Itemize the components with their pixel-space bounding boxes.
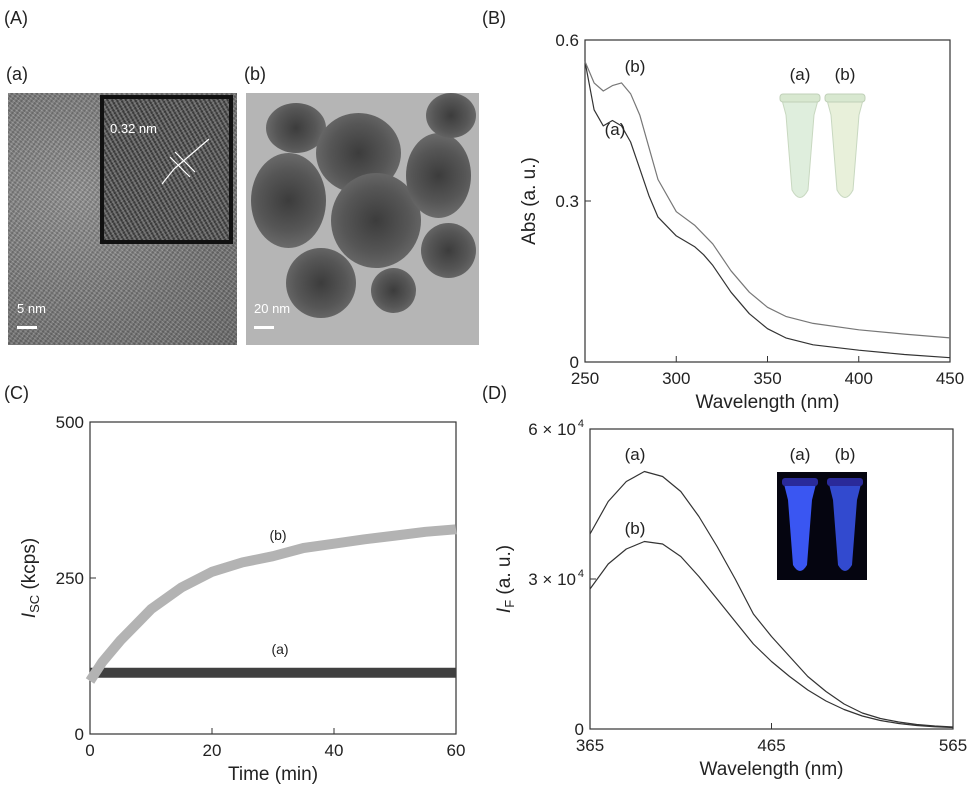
tube-icon-0 (781, 99, 819, 198)
series-line-1 (584, 61, 951, 339)
series-line-1 (589, 540, 954, 729)
y-tick-label: 3 × 10 (528, 570, 576, 589)
series-label-0: (a) (271, 641, 288, 657)
panel-label-a: (A) (4, 8, 28, 28)
series-label-0: (a) (605, 120, 626, 139)
y-tick-label: 0 (75, 725, 84, 744)
x-tick-label: 565 (939, 736, 967, 755)
x-tick-label: 400 (845, 369, 873, 388)
uv-tube-icon-0 (784, 484, 816, 571)
series-label-1: (b) (625, 57, 646, 76)
y-tick-exponent: 4 (578, 418, 584, 430)
y-tick-label: 500 (56, 413, 84, 432)
inset-label-1: (b) (835, 445, 856, 464)
x-tick-label: 300 (662, 369, 690, 388)
series-line-0 (589, 470, 954, 728)
tem-sublabel-b: (b) (244, 64, 266, 84)
panel-label-d: (D) (482, 383, 507, 403)
series-line-1 (85, 524, 457, 684)
y-axis-label: ISC (kcps) (19, 538, 42, 618)
tem-image-b: 20 nm (246, 93, 479, 345)
x-tick-label: 450 (936, 369, 964, 388)
plot-frame (584, 39, 951, 363)
scalebar-b (254, 326, 274, 329)
series-label-1: (b) (625, 519, 646, 538)
y-axis-label: Abs (a. u.) (519, 157, 540, 245)
x-tick-label: 20 (203, 741, 222, 760)
panel-label-b: (B) (482, 8, 506, 28)
x-tick-label: 465 (757, 736, 785, 755)
tube-icon-1 (826, 99, 864, 198)
lattice-spacing-label: 0.32 nm (110, 121, 157, 136)
x-tick-label: 60 (447, 741, 466, 760)
y-tick-label: 0.6 (555, 31, 579, 50)
panel-label-c: (C) (4, 383, 29, 403)
x-tick-label: 250 (571, 369, 599, 388)
plot-frame (589, 428, 954, 730)
y-tick-exponent: 4 (578, 568, 584, 580)
x-tick-label: 350 (753, 369, 781, 388)
x-tick-label: 40 (325, 741, 344, 760)
inset-label-0: (a) (790, 445, 811, 464)
series-line-0 (584, 61, 951, 359)
y-tick-label: 6 × 10 (528, 420, 576, 439)
inset-label-0: (a) (790, 65, 811, 84)
x-tick-label: 0 (85, 741, 94, 760)
y-tick-label: 0 (575, 720, 584, 739)
scalebar-label-b: 20 nm (254, 301, 291, 316)
x-axis-label: Wavelength (nm) (696, 392, 840, 413)
chart-c: 0 20 40 60 0 250 500 Time (min) ISC (kcps) (a) (b) (19, 413, 466, 785)
scalebar-a (17, 326, 37, 329)
x-tick-label: 365 (576, 736, 604, 755)
tem-sublabel-a: (a) (6, 64, 28, 84)
tem-image-a: 0.32 nm 5 nm (8, 93, 237, 345)
inset-label-1: (b) (835, 65, 856, 84)
uv-tube-icon-1 (829, 484, 861, 571)
plot-frame (89, 421, 457, 735)
y-tick-label: 0 (570, 353, 579, 372)
y-tick-label: 250 (56, 569, 84, 588)
x-axis-label: Wavelength (nm) (700, 759, 844, 780)
tube-cap-icon-0 (779, 93, 821, 103)
uv-tube-cap-icon-1 (827, 478, 863, 486)
series-label-0: (a) (625, 445, 646, 464)
hrtem-inset: 0.32 nm (100, 95, 233, 244)
tube-cap-icon-1 (824, 93, 866, 103)
chart-b: 250 300 350 400 450 0 0.3 0.6 Wavelength (nm) Abs… (519, 31, 964, 413)
scalebar-label-a: 5 nm (17, 301, 46, 316)
series-label-1: (b) (269, 527, 286, 543)
y-tick-label: 0.3 (555, 192, 579, 211)
uv-tube-cap-icon-0 (782, 478, 818, 486)
y-axis-label: IF (a. u.) (494, 545, 517, 613)
x-axis-label: Time (min) (228, 764, 318, 785)
